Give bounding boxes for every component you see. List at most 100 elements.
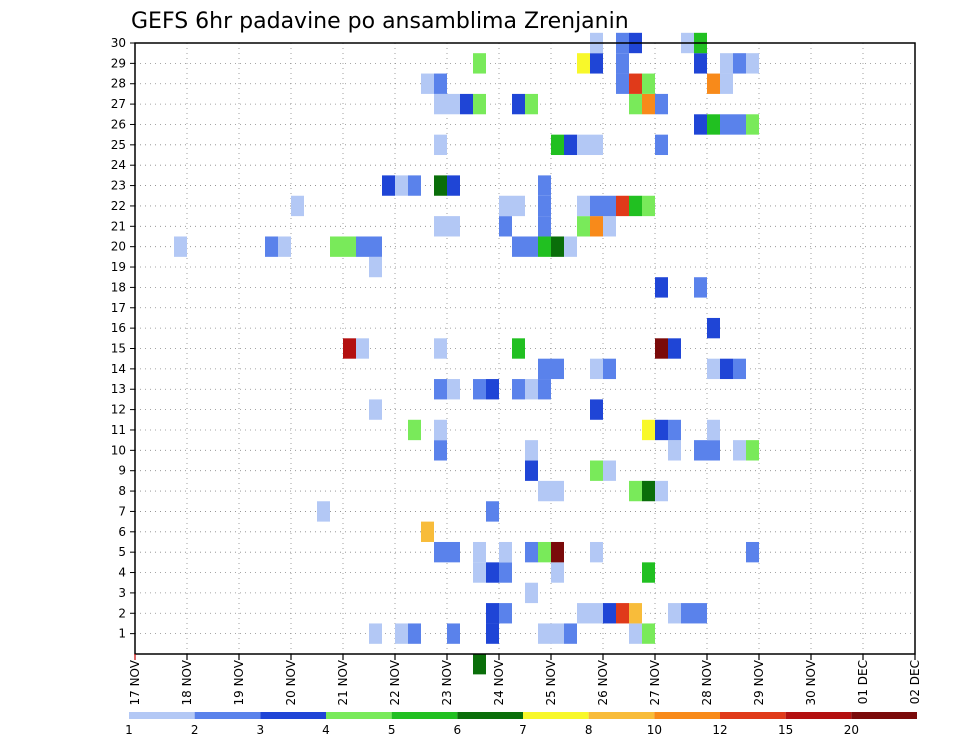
legend-swatch <box>654 712 720 719</box>
colorbar-legend: 1 2 3 4 5 6 7 8 10 12 15 20 <box>125 712 917 737</box>
y-tick-label: 25 <box>111 138 126 152</box>
precip-cell <box>369 399 382 420</box>
legend-swatch <box>194 712 261 719</box>
precip-cell <box>460 93 473 115</box>
precip-cell <box>512 338 525 359</box>
precip-cell <box>642 195 655 217</box>
precip-cell <box>642 419 655 441</box>
x-tick-label: 21 NOV <box>336 659 350 705</box>
y-tick-label: 14 <box>111 362 126 376</box>
precip-cell <box>395 623 408 644</box>
precip-cell <box>733 440 746 461</box>
precip-cell <box>538 541 551 563</box>
precip-cell <box>473 562 486 583</box>
y-tick-label: 9 <box>118 464 126 478</box>
precip-cell <box>512 236 525 257</box>
x-tick-label: 22 NOV <box>388 659 402 705</box>
precip-cell <box>655 338 668 359</box>
precip-cell <box>694 277 707 298</box>
y-tick-label: 19 <box>111 260 126 274</box>
precip-cell <box>577 195 590 217</box>
y-tick-label: 1 <box>118 627 126 641</box>
precip-cell <box>590 399 603 420</box>
precip-cell <box>512 379 525 400</box>
legend-label: 2 <box>191 723 199 737</box>
precip-cell <box>603 460 616 481</box>
precip-cell <box>408 623 421 644</box>
y-axis: 1234567891011121314151617181920212223242… <box>111 36 135 641</box>
precip-cell <box>538 480 551 502</box>
precip-cell <box>447 216 460 237</box>
y-tick-label: 3 <box>118 586 126 600</box>
y-tick-label: 8 <box>118 484 126 498</box>
y-tick-label: 5 <box>118 545 126 559</box>
legend-swatch <box>457 712 523 719</box>
precip-cell <box>590 541 603 563</box>
legend-swatch <box>523 712 589 719</box>
y-tick-label: 2 <box>118 606 126 620</box>
legend-label: 3 <box>257 723 265 737</box>
precip-cell <box>642 562 655 583</box>
precip-cell <box>356 338 369 359</box>
precip-cell <box>590 134 603 156</box>
precip-cell <box>447 623 460 644</box>
precip-cell <box>447 93 460 115</box>
precip-cell <box>343 236 356 257</box>
y-tick-label: 20 <box>111 240 126 254</box>
precip-cell <box>473 541 486 563</box>
precip-cell <box>408 175 421 196</box>
legend-label: 4 <box>322 723 330 737</box>
precip-cell <box>499 541 512 563</box>
x-tick-label: 29 NOV <box>752 659 766 705</box>
precip-cell <box>499 603 512 624</box>
precip-cell <box>395 175 408 196</box>
precip-cell <box>720 73 733 94</box>
y-tick-label: 7 <box>118 504 126 518</box>
precip-cell <box>590 603 603 624</box>
precip-cell <box>330 236 343 257</box>
precip-cell <box>551 134 564 156</box>
precip-cell <box>382 175 395 196</box>
legend-label: 7 <box>519 723 527 737</box>
y-tick-label: 4 <box>118 566 126 580</box>
precip-cell <box>707 419 720 441</box>
precip-cell <box>551 562 564 583</box>
legend-label: 10 <box>647 723 662 737</box>
y-tick-label: 17 <box>111 301 126 315</box>
precip-cell <box>291 195 304 217</box>
precip-cell <box>668 440 681 461</box>
x-tick-label: 02 DEC <box>908 660 922 704</box>
precip-cell <box>356 236 369 257</box>
precip-cell <box>564 134 577 156</box>
legend-swatch <box>720 712 786 719</box>
precip-cell <box>603 603 616 624</box>
precip-cell <box>603 358 616 380</box>
precip-cell <box>434 440 447 461</box>
precip-cell <box>434 541 447 563</box>
precip-cell <box>551 541 564 563</box>
precip-cell <box>746 53 759 74</box>
y-tick-label: 26 <box>111 117 126 131</box>
precip-cell <box>525 93 538 115</box>
precip-cell <box>551 623 564 644</box>
precip-cell <box>538 358 551 380</box>
y-tick-label: 27 <box>111 97 126 111</box>
y-tick-label: 16 <box>111 321 126 335</box>
precip-cell <box>655 134 668 156</box>
precip-cell <box>369 256 382 278</box>
precip-cell <box>499 195 512 217</box>
precip-cell <box>512 93 525 115</box>
precip-cell <box>564 623 577 644</box>
x-tick-label: 19 NOV <box>232 659 246 705</box>
precip-cell <box>265 236 278 257</box>
precip-cell <box>590 358 603 380</box>
precip-cell <box>447 379 460 400</box>
y-tick-label: 10 <box>111 443 126 457</box>
precip-cell <box>564 236 577 257</box>
precip-cell <box>629 603 642 624</box>
precip-cell <box>720 358 733 380</box>
y-tick-label: 24 <box>111 158 126 172</box>
y-tick-label: 6 <box>118 525 126 539</box>
precip-cell <box>486 501 499 522</box>
